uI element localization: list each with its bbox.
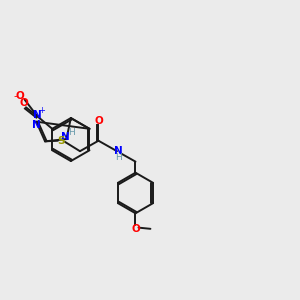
Text: +: + (38, 106, 45, 116)
Text: N: N (114, 146, 123, 156)
Text: S: S (58, 136, 65, 146)
Text: N: N (33, 110, 42, 120)
Text: O: O (94, 116, 103, 126)
Text: O: O (131, 224, 140, 234)
Text: -: - (13, 91, 17, 101)
Text: O: O (19, 98, 28, 108)
Text: N: N (32, 120, 40, 130)
Text: O: O (16, 91, 25, 101)
Text: N: N (61, 132, 70, 142)
Text: H: H (68, 128, 75, 137)
Text: H: H (116, 153, 122, 162)
